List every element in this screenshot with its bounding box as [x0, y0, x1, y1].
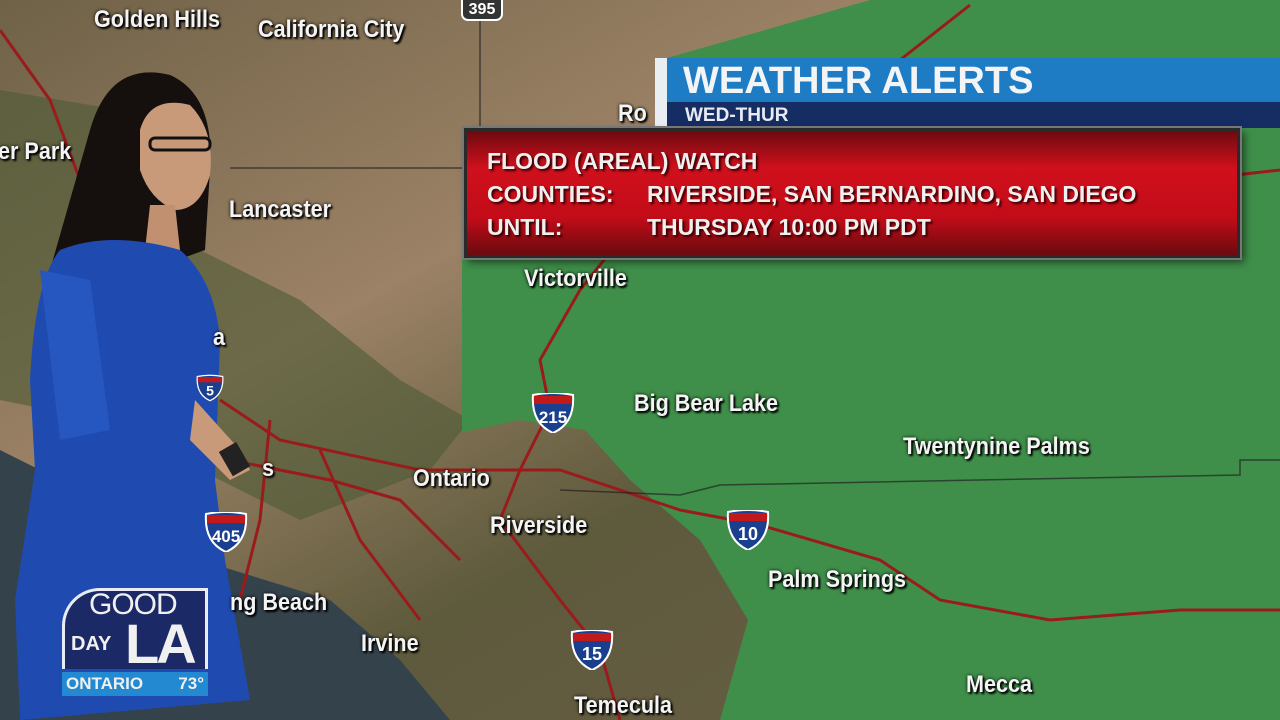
location-temperature-bar: ONTARIO 73°: [62, 672, 208, 696]
city-label: s: [262, 455, 275, 482]
city-label: Big Bear Lake: [634, 390, 779, 417]
interstate-shield-5: 5: [196, 368, 224, 408]
svg-text:10: 10: [738, 524, 758, 544]
city-label: Ontario: [413, 465, 490, 492]
weather-alerts-header: WEATHER ALERTS WED-THUR: [655, 58, 1280, 128]
interstate-shield-405: 405: [204, 511, 248, 554]
svg-text:15: 15: [582, 644, 602, 664]
interstate-shield-15: 15: [570, 629, 614, 672]
city-label: Twentynine Palms: [903, 433, 1090, 460]
city-label: ng Beach: [230, 589, 328, 616]
logo-box: GOOD DAY LA: [62, 588, 208, 669]
city-label: Lancaster: [229, 196, 332, 223]
until-label: UNTIL:: [487, 214, 563, 240]
city-label: Riverside: [490, 512, 588, 539]
city-label: er Park: [0, 138, 72, 165]
svg-text:395: 395: [469, 1, 496, 18]
city-label: California City: [258, 16, 405, 43]
svg-text:5: 5: [206, 383, 214, 399]
location-name: ONTARIO: [66, 674, 144, 693]
alert-box: FLOOD (AREAL) WATCH COUNTIES: RIVERSIDE,…: [464, 128, 1240, 258]
temperature: 73°: [178, 674, 204, 693]
alerts-subtitle: WED-THUR: [655, 102, 1280, 128]
counties-value: RIVERSIDE, SAN BERNARDINO, SAN DIEGO: [647, 181, 1137, 207]
city-label: Palm Springs: [768, 566, 907, 593]
city-label: Mecca: [966, 671, 1033, 698]
city-label: Golden Hills: [94, 6, 221, 33]
interstate-shield-215: 215: [531, 392, 575, 435]
route-shield-395: 395: [460, 0, 504, 22]
svg-text:215: 215: [539, 408, 567, 427]
city-label: Irvine: [361, 630, 419, 657]
logo-day: DAY: [71, 633, 112, 655]
logo-good: GOOD: [89, 588, 178, 621]
interstate-shield-10: 10: [726, 509, 770, 552]
counties-label: COUNTIES:: [487, 181, 614, 207]
city-label: Temecula: [574, 692, 673, 719]
until-value: THURSDAY 10:00 PM PDT: [647, 214, 931, 240]
alert-type: FLOOD (AREAL) WATCH: [487, 148, 758, 174]
svg-text:405: 405: [212, 527, 240, 546]
city-label: Victorville: [524, 265, 627, 292]
alert-counties-row: COUNTIES: RIVERSIDE, SAN BERNARDINO, SAN…: [487, 180, 1227, 208]
good-day-la-logo: GOOD DAY LA ONTARIO 73°: [62, 588, 208, 696]
alert-until-row: UNTIL: THURSDAY 10:00 PM PDT: [487, 213, 1227, 241]
city-label: a: [213, 324, 226, 351]
city-label: Ro: [618, 100, 647, 127]
alerts-title: WEATHER ALERTS: [655, 58, 1280, 102]
logo-la: LA: [125, 612, 197, 670]
